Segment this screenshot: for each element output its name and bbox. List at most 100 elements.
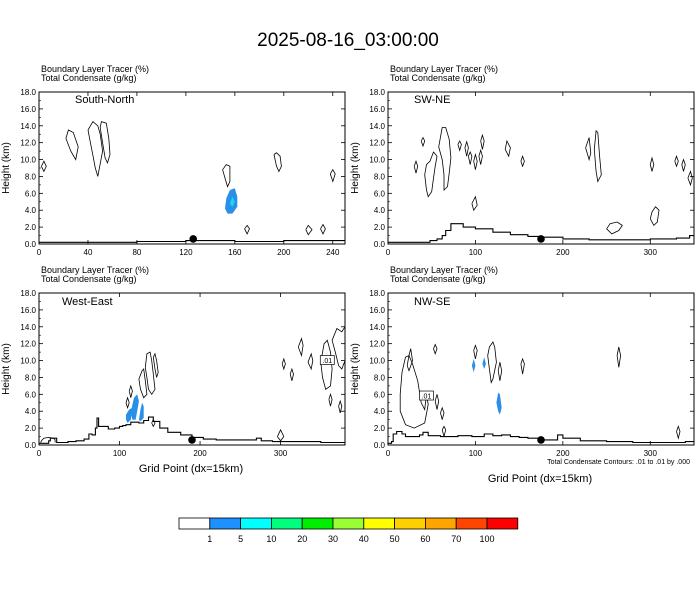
x-tick-label: 40: [84, 248, 93, 257]
y-tick-label: 0.0: [374, 441, 386, 450]
condensate-contour: [41, 160, 47, 173]
colorbar-tick-label: 20: [297, 534, 307, 544]
x-tick-label: 200: [193, 449, 207, 458]
condensate-contour: [471, 195, 478, 212]
tracer-fill-1-5: [482, 357, 486, 369]
condensate-contour: [464, 140, 469, 157]
y-axis-label: Height (km): [1, 142, 12, 194]
y-tick-label: 8.0: [374, 172, 386, 181]
location-marker: [537, 436, 545, 444]
contour-label: .01: [319, 355, 335, 365]
plot-area: [388, 127, 694, 243]
y-tick-label: 14.0: [20, 122, 36, 131]
colorbar-tick-label: 60: [420, 534, 430, 544]
colorbar-tick-label: 40: [359, 534, 369, 544]
condensate-contour: [320, 339, 333, 390]
condensate-contour: [277, 428, 285, 442]
x-tick-label: 120: [179, 248, 193, 257]
x-tick-label: 100: [113, 449, 127, 458]
colorbar-swatch: [424, 517, 457, 530]
condensate-contour: [593, 129, 602, 183]
panel-header-line1: Boundary Layer Tracer (%): [41, 265, 149, 275]
y-tick-label: 0.0: [25, 441, 37, 450]
colorbar-tick-label: 5: [238, 534, 243, 544]
panel-west-east: Boundary Layer Tracer (%)Total Condensat…: [1, 265, 346, 458]
condensate-contour: [676, 425, 681, 440]
y-tick-label: 10.0: [20, 156, 36, 165]
plot-area: [388, 341, 694, 444]
condensate-contour: [331, 326, 345, 370]
panel-header-line2: Total Condensate (g/kg): [390, 274, 486, 284]
y-tick-label: 10.0: [369, 357, 385, 366]
tracer-fill-1-5: [126, 407, 133, 423]
y-tick-label: 12.0: [20, 340, 36, 349]
x-tick-label: 100: [469, 248, 483, 257]
condensate-contour: [606, 221, 623, 235]
xlabel-left: Grid Point (dx=15km): [139, 463, 243, 475]
x-tick-label: 160: [228, 248, 242, 257]
condensate-contour: [433, 343, 438, 356]
colorbar-swatch: [209, 517, 242, 530]
location-marker: [189, 235, 198, 243]
colorbar-swatch: [332, 517, 365, 530]
condensate-contour: [674, 154, 679, 168]
condensate-contour: [424, 151, 438, 198]
condensate-contour: [399, 354, 429, 429]
panel-caption: West-East: [62, 296, 113, 308]
condensate-contour: [478, 148, 483, 165]
x-tick-label: 200: [556, 248, 570, 257]
condensate-contour: [297, 337, 304, 358]
colorbar-swatch: [270, 517, 303, 530]
panel-caption: South-North: [75, 94, 134, 106]
condensate-contour: [281, 357, 286, 371]
x-tick-label: 0: [386, 449, 391, 458]
contour-note: Total Condensate Contours: .01 to .01 by…: [547, 459, 690, 466]
y-tick-label: 2.0: [25, 424, 37, 433]
figure-title: 2025-08-16_03:00:00: [257, 30, 439, 51]
colorbar-swatch: [394, 517, 426, 530]
y-tick-label: 18.0: [20, 289, 36, 298]
y-tick-label: 18.0: [369, 289, 385, 298]
colorbar-tick-label: 70: [451, 534, 461, 544]
x-tick-label: 0: [386, 248, 391, 257]
condensate-contour: [687, 170, 693, 187]
y-tick-label: 4.0: [25, 407, 37, 416]
panel-header-line2: Total Condensate (g/kg): [41, 73, 137, 83]
condensate-contour: [329, 168, 336, 183]
condensate-contour: [125, 396, 130, 410]
y-tick-label: 4.0: [374, 206, 386, 215]
y-axis-label: Height (km): [350, 343, 361, 395]
x-tick-label: 0: [37, 449, 42, 458]
x-tick-label: 200: [556, 449, 570, 458]
x-tick-label: 300: [644, 248, 658, 257]
condensate-contour: [649, 156, 655, 172]
plot-frame: [387, 292, 695, 446]
tracer-fill-1-5: [138, 402, 144, 422]
condensate-contour: [65, 129, 79, 161]
condensate-contour: [289, 367, 294, 381]
condensate-contour: [40, 436, 56, 443]
panel-caption: SW-NE: [414, 94, 450, 106]
y-tick-label: 18.0: [20, 88, 36, 97]
condensate-contour: [320, 223, 326, 235]
y-tick-label: 16.0: [20, 306, 36, 315]
y-tick-label: 6.0: [25, 390, 37, 399]
panel-header-line2: Total Condensate (g/kg): [41, 274, 137, 284]
panel-header-line1: Boundary Layer Tracer (%): [390, 64, 498, 74]
colorbar-swatch: [178, 517, 211, 530]
terrain-line: [39, 416, 345, 444]
colorbar-tick-label: 30: [328, 534, 338, 544]
condensate-contour: [222, 164, 231, 188]
x-tick-label: 200: [277, 248, 291, 257]
condensate-contour: [128, 384, 133, 398]
y-tick-label: 8.0: [25, 373, 37, 382]
plot-area: [39, 326, 345, 444]
colorbar-tick-label: 1: [207, 534, 212, 544]
svg-text:.01: .01: [322, 358, 332, 365]
panel-nw-se: Boundary Layer Tracer (%)Total Condensat…: [350, 265, 695, 458]
condensate-contour: [413, 159, 419, 174]
y-tick-label: 0.0: [25, 240, 37, 249]
colorbar-swatch: [240, 517, 272, 530]
x-tick-label: 0: [37, 248, 42, 257]
